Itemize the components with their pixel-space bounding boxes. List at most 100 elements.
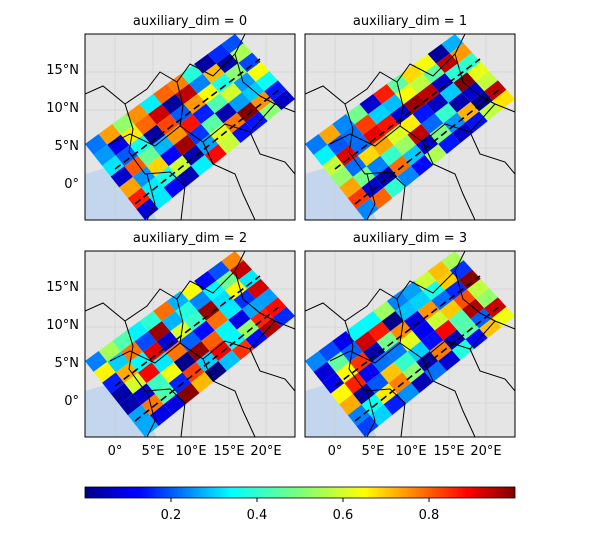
swath-cell [431, 290, 454, 311]
swath-cell [371, 351, 394, 373]
swath-cell [242, 298, 265, 319]
lon-tick-label: 10°E [175, 444, 206, 459]
swath-cell [219, 82, 243, 103]
country-border [249, 348, 295, 392]
swath-cell [448, 309, 471, 330]
swath-cell [189, 73, 212, 94]
swath-cell [141, 176, 164, 199]
swath-cell [180, 281, 203, 301]
swath-cell [112, 114, 135, 135]
swath-cell [368, 321, 391, 342]
swath-cell [416, 134, 439, 155]
swath-cell [332, 331, 355, 352]
swath-cell [451, 339, 475, 360]
swath-cell [165, 341, 188, 363]
swath-cell [417, 300, 440, 321]
country-border [422, 141, 476, 220]
swath-cell [318, 341, 341, 362]
swath-cell [344, 155, 367, 177]
swath-cell [429, 340, 452, 361]
swath-cell [381, 94, 404, 115]
swath-cell [465, 111, 488, 132]
swath-cell [449, 260, 473, 280]
lon-tick-label: 15°E [213, 444, 244, 459]
swath-cell [177, 165, 200, 187]
swath-cell [202, 280, 225, 301]
swath-cell [148, 321, 171, 342]
swath-cell [202, 63, 225, 84]
swath-cell [327, 134, 350, 156]
swath-cell [209, 123, 232, 144]
swath-cell [416, 351, 439, 372]
swath-cell [236, 101, 260, 123]
swath-cell [110, 383, 133, 405]
swath-cell [370, 404, 393, 426]
country-border [85, 251, 246, 322]
swath-cell [136, 415, 159, 437]
map-panel-aux-1: auxiliary_dim = 1 [304, 14, 516, 221]
swath-cell [192, 320, 215, 341]
swath-cell [161, 94, 184, 115]
country-border [454, 270, 496, 322]
swath-cell [431, 73, 454, 94]
country-border [344, 320, 406, 437]
swath-cell [366, 155, 389, 177]
country-border [305, 34, 466, 105]
swath-cell [156, 114, 179, 135]
country-border [305, 251, 466, 322]
country-border [469, 348, 515, 392]
swath-cell [132, 166, 156, 188]
swath-cell [444, 279, 468, 300]
country-borders [305, 34, 515, 220]
swath-cell [153, 301, 176, 322]
swath-cell [242, 81, 265, 102]
swath-cell [359, 311, 382, 332]
swath-cell [410, 371, 434, 393]
swath-cell [229, 260, 253, 280]
country-border [124, 103, 186, 220]
country-borders [85, 34, 295, 220]
swath-cell [313, 361, 336, 383]
swath-cell [444, 62, 468, 83]
swath-cell [221, 251, 244, 271]
lat-tick-label: 10°N [46, 318, 79, 333]
swath-cell [177, 382, 200, 404]
swath-cell [155, 383, 178, 405]
swath-cell [224, 279, 248, 300]
swath-cell [233, 289, 256, 310]
swath-cell [441, 34, 464, 54]
swath-cell [388, 372, 411, 394]
swath-cell [448, 92, 471, 113]
country-border [202, 358, 256, 437]
swath-cell [151, 351, 174, 373]
country-border [396, 81, 404, 127]
swath-cell [245, 111, 268, 132]
lat-tick-label: 0° [64, 177, 79, 192]
swath-cell [236, 318, 260, 340]
swath-cell [211, 290, 234, 311]
swath-cell [361, 176, 384, 199]
swath-cell [422, 63, 445, 84]
swath-cell [93, 361, 116, 383]
lon-tick-label: 15°E [433, 444, 464, 459]
swath-cell [424, 144, 447, 165]
swath-cell [228, 92, 251, 113]
swath-cell [250, 91, 273, 112]
swath-cell [247, 61, 270, 82]
swath-cell [223, 112, 246, 134]
swath-cell [168, 372, 191, 394]
swath-cell [356, 415, 379, 437]
lat-axis-bottom-left: 15°N 10°N 5°N 0° [46, 280, 79, 409]
swath-cell [426, 93, 449, 114]
swath-cell [218, 133, 241, 154]
swath-cell [124, 372, 147, 394]
swath-cell [206, 310, 229, 331]
swath-cell [458, 52, 481, 73]
swath-cell [255, 71, 278, 92]
swath-cell [129, 351, 152, 373]
swath-cell [403, 310, 427, 331]
swath-cell [305, 351, 328, 372]
swath-cell [373, 84, 396, 105]
swath-cell [359, 94, 382, 115]
swath-cell [393, 134, 417, 156]
